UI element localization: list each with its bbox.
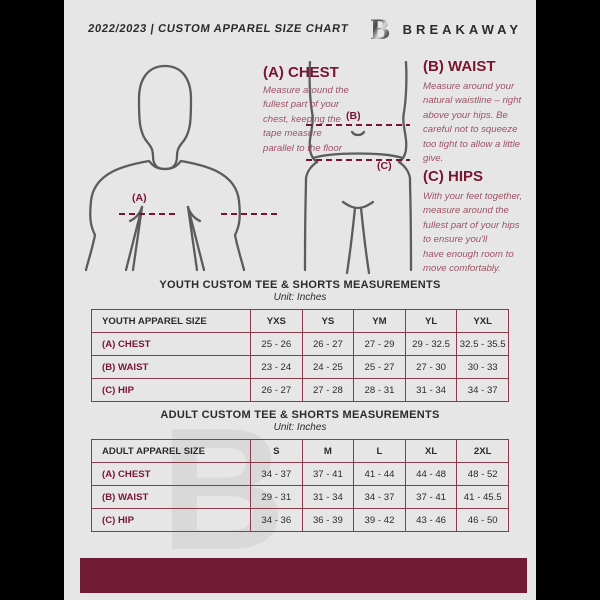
svg-text:B: B xyxy=(371,14,390,44)
